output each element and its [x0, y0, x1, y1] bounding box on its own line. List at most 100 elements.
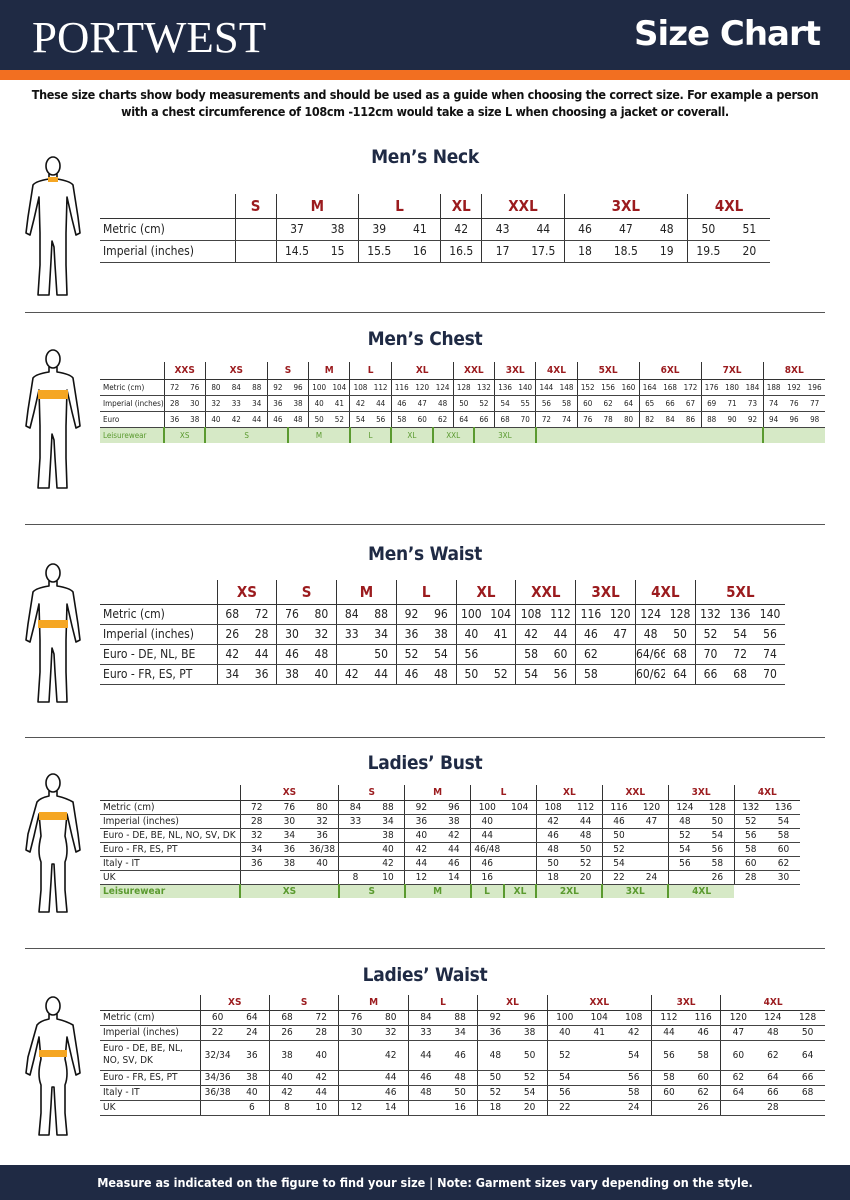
measurement-cell: 36	[234, 1040, 270, 1071]
row-label: Euro - FR, ES, PT	[100, 842, 240, 857]
section-divider	[25, 737, 825, 738]
measurement-cell: 55	[515, 395, 536, 412]
orange-stripe	[0, 70, 850, 80]
measurement-cell: 72	[246, 604, 277, 625]
measurement-cell: 36	[272, 842, 306, 857]
measurement-cell: 22	[199, 1025, 235, 1041]
measurement-cell	[338, 828, 372, 843]
row-label: Euro - DE, BE, NL, NO, SV, DK	[100, 828, 240, 843]
size-header-row: XS S M L XL XXL 3XL 4XL 5XL	[100, 580, 785, 605]
size-header-row: XS S M L XL XXL 3XL 4XL	[100, 995, 825, 1011]
measurement-cell: 68	[790, 1085, 825, 1101]
size-label: M	[338, 995, 409, 1011]
measurement-cell	[581, 1085, 617, 1101]
measurement-cell: 64	[720, 1085, 756, 1101]
measurement-cell: 46	[601, 814, 636, 829]
measurement-cell: 38	[268, 1040, 305, 1071]
measurement-cell: 50	[512, 1040, 548, 1071]
row-label: Euro - DE, BE, NL, NO, SV, DK	[100, 1040, 200, 1071]
size-label: M	[404, 785, 471, 801]
measurement-cell: 48	[426, 664, 457, 685]
male-figure-neck-icon	[22, 155, 84, 300]
measurement-cell: 88	[371, 800, 405, 815]
size-table: XXS XS S M L XL XXL 3XL 4XL 5XL 6XL 7XL 8XL Metric (c…	[100, 362, 825, 443]
measurement-cell: 36	[305, 828, 339, 843]
measurement-cell: 12	[404, 870, 438, 885]
measurement-cell: 62	[575, 644, 606, 665]
measurement-cell: 56	[667, 856, 702, 871]
measurement-cell: 108	[349, 379, 371, 396]
measurement-cell: 64	[665, 664, 696, 685]
measurement-cell: 50	[452, 395, 474, 412]
table-row: Italy - IT 36/38 40 42 44 46 48 50 52 54 56 58 60 62 6…	[100, 1085, 825, 1101]
measurement-cell	[338, 856, 372, 871]
measurement-cell: 120	[635, 800, 669, 815]
measurement-cell: 112	[569, 800, 603, 815]
leisurewear-size	[734, 884, 800, 898]
row-label: Euro - FR, ES, PT	[100, 664, 217, 685]
measurement-cell: 52	[546, 1040, 582, 1071]
measurement-cell: 56	[545, 664, 576, 685]
size-label: S	[338, 785, 405, 801]
measurement-cell: 94	[762, 411, 784, 428]
table-row: Imperial (inches) 14.5 15 15.5 16 16.5 17 17.5 1…	[100, 240, 770, 263]
measurement-cell: 41	[581, 1025, 617, 1041]
footer-note: Measure as indicated on the figure to fi…	[0, 1165, 850, 1200]
measurement-cell: 124	[432, 379, 454, 396]
measurement-cell: 52	[733, 814, 767, 829]
measurement-cell	[338, 1085, 374, 1101]
measurement-cell: 168	[659, 379, 681, 396]
measurement-cell: 124	[667, 800, 702, 815]
table-row: Metric (cm) 37 38 39 41 42 43 44 46 47 48 50 51	[100, 218, 770, 241]
measurement-cell: 44	[246, 411, 268, 428]
measurement-cell: 60	[650, 1085, 687, 1101]
measurement-cell: 24	[616, 1100, 652, 1116]
measurement-cell: 136	[494, 379, 516, 396]
measurement-cell: 160	[618, 379, 640, 396]
measurement-cell: 72	[304, 1010, 339, 1026]
size-label: XXL	[515, 580, 576, 605]
leisurewear-size: 2XL	[535, 884, 603, 898]
measurement-cell: 58	[616, 1085, 652, 1101]
row-label: Metric (cm)	[100, 379, 164, 396]
measurement-cell	[667, 870, 702, 885]
size-label: XXL	[481, 194, 565, 219]
measurement-cell: 100	[308, 379, 330, 396]
measurement-cell: 52	[667, 828, 702, 843]
measurement-cell: 64	[234, 1010, 270, 1026]
measurement-cell: 38	[184, 411, 206, 428]
row-label: Imperial (inches)	[100, 240, 235, 263]
measurement-cell: 50	[687, 218, 729, 241]
measurement-cell: 80	[306, 604, 337, 625]
measurement-cell: 60	[767, 842, 800, 857]
measurement-cell: 48	[634, 624, 666, 645]
measurement-cell: 76	[338, 1010, 374, 1026]
size-label: 4XL	[733, 785, 800, 801]
measurement-cell: 18.5	[605, 240, 647, 263]
measurement-cell: 120	[605, 604, 636, 625]
size-label: M	[336, 580, 397, 605]
size-label: XXL	[546, 995, 652, 1011]
measurement-cell: 24	[234, 1025, 270, 1041]
measurement-cell: 136	[767, 800, 800, 815]
row-label: Metric (cm)	[100, 1010, 200, 1026]
measurement-cell: 54	[725, 624, 756, 645]
measurement-cell: 70	[515, 411, 536, 428]
size-label: 5XL	[694, 580, 785, 605]
measurement-cell: 56	[535, 395, 557, 412]
measurement-cell: 58	[686, 1040, 721, 1071]
size-label: L	[407, 995, 478, 1011]
measurement-cell: 16	[399, 240, 441, 263]
measurement-cell: 62	[755, 1040, 791, 1071]
size-label: 4XL	[687, 194, 770, 219]
header-bar: PORTWEST Size Chart	[0, 0, 850, 70]
measurement-cell: 74	[556, 411, 578, 428]
measurement-cell: 46	[575, 624, 606, 645]
leisurewear-size	[762, 427, 825, 443]
measurement-cell: 28	[304, 1025, 339, 1041]
measurement-cell: 84	[225, 379, 247, 396]
size-label: 8XL	[762, 362, 825, 380]
measurement-cell: 64	[755, 1070, 791, 1086]
measurement-cell	[790, 1100, 825, 1116]
measurement-cell: 66	[694, 664, 726, 685]
